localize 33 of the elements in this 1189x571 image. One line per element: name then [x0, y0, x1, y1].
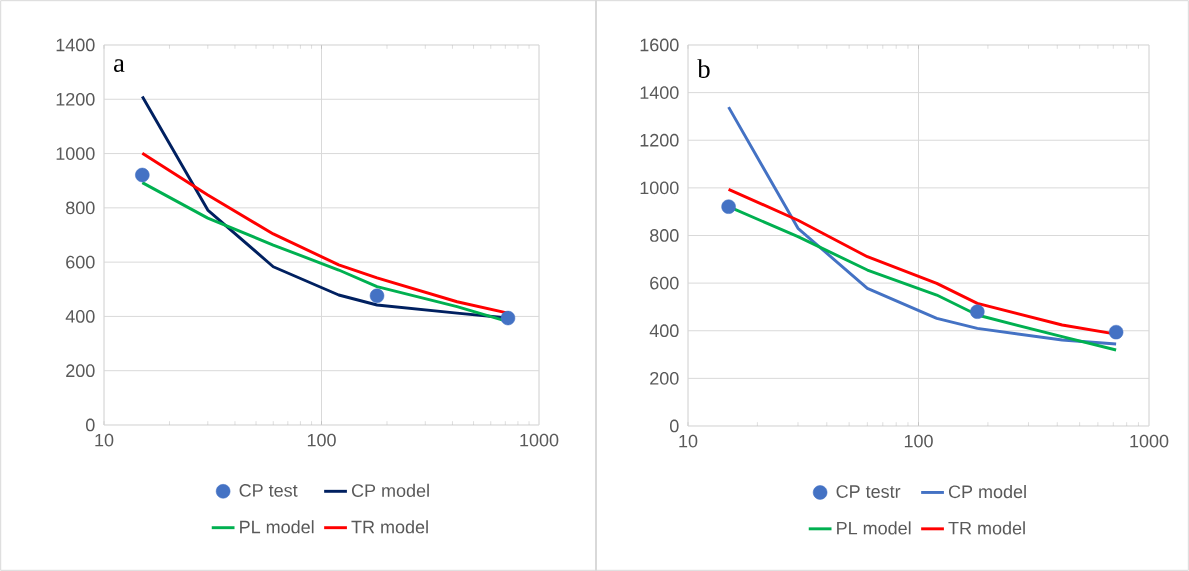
- y-tick-label: 800: [66, 201, 95, 215]
- legend-label: CP model: [351, 483, 429, 497]
- y-tick-label: 1400: [640, 86, 679, 99]
- legend-label: TR model: [948, 521, 1025, 535]
- y-tick-label: 1600: [640, 38, 679, 52]
- annotation: b: [697, 59, 710, 78]
- y-tick-label: 800: [650, 229, 679, 242]
- annotation: a: [114, 59, 125, 72]
- x-tick-label: 10: [679, 434, 698, 448]
- x-tick-label: 100: [904, 434, 933, 448]
- x-tick-label: 1000: [520, 433, 559, 447]
- y-tick-label: 400: [649, 324, 679, 338]
- y-tick-label: 1000: [640, 181, 679, 195]
- y-tick-label: 600: [66, 255, 95, 269]
- legend-label: TR model: [351, 520, 428, 534]
- y-tick-label: 200: [650, 371, 679, 385]
- legend-label: CP model: [948, 484, 1026, 499]
- y-tick-label: 200: [66, 364, 95, 378]
- x-tick-label: 1000: [1130, 434, 1169, 448]
- x-tick-label: 100: [307, 433, 336, 447]
- legend-label: PL model: [240, 520, 314, 534]
- y-tick-label: 1200: [56, 92, 95, 106]
- legend-label: CP testr: [836, 485, 901, 498]
- y-tick-label: 1000: [56, 147, 95, 160]
- y-tick-label: 0: [670, 419, 679, 433]
- x-tick-label: 10: [95, 433, 114, 447]
- y-tick-label: 1200: [640, 133, 679, 147]
- y-tick-label: 400: [65, 310, 95, 323]
- y-tick-label: 600: [650, 276, 679, 290]
- legend-label: CP test: [239, 484, 298, 497]
- y-tick-label: 1400: [56, 38, 95, 52]
- y-tick-label: 0: [86, 418, 95, 432]
- legend-label: PL model: [837, 521, 911, 535]
